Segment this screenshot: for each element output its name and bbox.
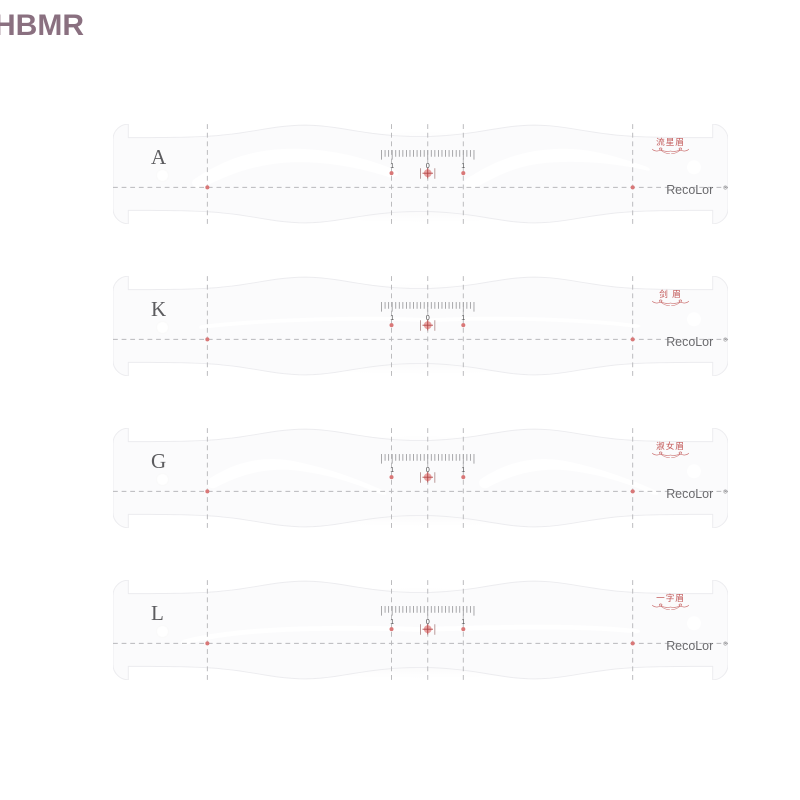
- svg-text:®: ®: [723, 336, 728, 343]
- svg-text:®: ®: [723, 184, 728, 191]
- svg-text:RecoLor: RecoLor: [666, 183, 713, 197]
- svg-text:淑女眉: 淑女眉: [656, 440, 685, 451]
- svg-text:RecoLor: RecoLor: [666, 335, 713, 349]
- svg-text:RecoLor: RecoLor: [666, 487, 713, 501]
- svg-text:®: ®: [723, 640, 728, 647]
- svg-text:流星眉: 流星眉: [656, 136, 685, 147]
- svg-text:RecoLor: RecoLor: [666, 639, 713, 653]
- svg-text:一字眉: 一字眉: [656, 592, 685, 603]
- svg-text:®: ®: [723, 488, 728, 495]
- svg-text:剑 眉: 剑 眉: [659, 288, 681, 299]
